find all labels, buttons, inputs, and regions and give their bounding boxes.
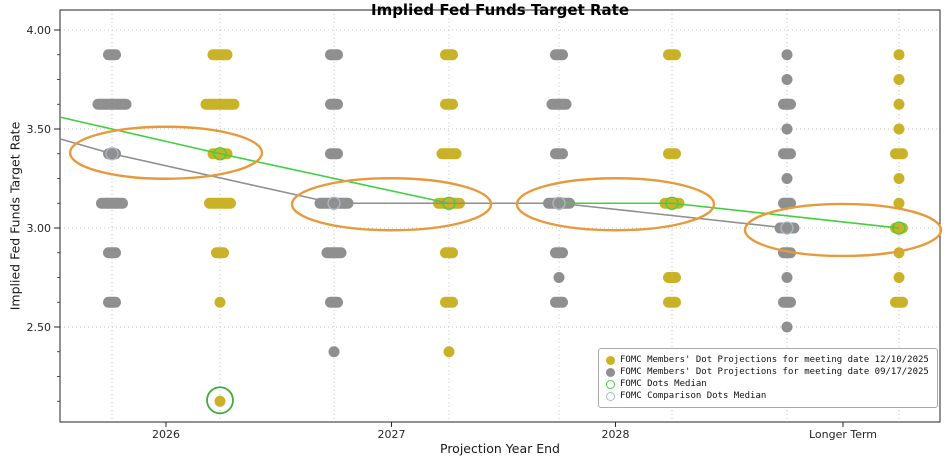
dot-cluster-ylt-2.625 xyxy=(890,296,908,308)
chart-title: Implied Fed Funds Target Rate xyxy=(370,1,630,19)
fomc-comparison-dots-median-line xyxy=(59,138,788,229)
legend-label: FOMC Members' Dot Projections for meetin… xyxy=(620,355,929,365)
dot-cluster-glt-3.25 xyxy=(781,173,793,184)
fomc-comparison-dots-median-marker xyxy=(327,196,341,210)
dot-cluster-g2027-2.625 xyxy=(325,296,343,308)
dot-cluster-g2026-2.625 xyxy=(103,296,121,308)
dot-cluster-glt-3.875 xyxy=(781,49,793,61)
dot-cluster-glt-3.75 xyxy=(781,74,793,85)
dot-cluster-y2028-2.75 xyxy=(663,272,681,283)
y-tick-label: 4.00 xyxy=(27,24,52,37)
dot-cluster-ylt-3.5 xyxy=(893,123,905,135)
dot-cluster-ylt-3.625 xyxy=(893,98,905,110)
dot-cluster-g2026-3.875 xyxy=(103,49,121,61)
dot-cluster-y2027-2.625 xyxy=(440,296,458,308)
dot-cluster-glt-3.5 xyxy=(781,123,793,135)
dot-cluster-g2028-3.375 xyxy=(550,148,568,160)
dot-cluster-glt-2.625 xyxy=(778,296,796,308)
highlight-ellipse xyxy=(290,177,493,232)
y-tick-label: 3.00 xyxy=(27,222,52,235)
dot-cluster-y2026-2.875 xyxy=(211,247,229,259)
fomc-comparison-dots-median-marker xyxy=(552,196,566,210)
legend-item-dots-1210: FOMC Members' Dot Projections for meetin… xyxy=(606,355,930,365)
highlight-circle xyxy=(206,386,234,415)
dot-cluster-g2027-2.875 xyxy=(321,247,347,259)
dot-cluster-g2027-2.375 xyxy=(328,346,340,358)
dot-cluster-y2028-3.875 xyxy=(663,49,681,61)
dot-cluster-g2028-2.75 xyxy=(553,272,565,283)
fomc-comparison-dots-median-marker xyxy=(780,221,794,235)
dot-cluster-y2026-2.125 xyxy=(214,395,226,407)
dot-cluster-y2026-2.625 xyxy=(214,296,226,308)
fomc-dots-median-marker xyxy=(213,147,227,161)
dot-cluster-y2026-3.625 xyxy=(200,98,240,110)
dot-cluster-glt-3.375 xyxy=(778,148,796,160)
dot-cluster-g2027-3.375 xyxy=(325,148,343,160)
x-axis-label: Projection Year End xyxy=(440,441,560,456)
dot-cluster-y2027-2.875 xyxy=(440,247,458,259)
legend-item-dots-0917: FOMC Members' Dot Projections for meetin… xyxy=(606,367,930,377)
dot-cluster-ylt-3.125 xyxy=(893,197,905,209)
dot-cluster-g2026-2.875 xyxy=(103,247,121,259)
x-tick-label: 2026 xyxy=(152,428,180,441)
dot-cluster-ylt-2.75 xyxy=(893,272,905,283)
dot-cluster-g2027-3.625 xyxy=(325,98,343,110)
plot-frame xyxy=(59,9,941,423)
dot-cluster-g2026-3.625 xyxy=(92,98,132,110)
filled-yellow-dot-icon xyxy=(606,355,615,365)
open-gray-circle-icon xyxy=(606,391,615,401)
highlight-ellipse xyxy=(68,125,264,180)
fomc-comparison-dots-median-marker xyxy=(105,147,119,161)
dot-cluster-g2026-3.125 xyxy=(96,197,128,209)
dot-cluster-g2028-2.875 xyxy=(550,247,568,259)
dot-cluster-y2027-3.375 xyxy=(436,148,462,160)
dot-cluster-y2026-3.875 xyxy=(207,49,233,61)
dot-cluster-y2028-2.625 xyxy=(663,296,681,308)
legend-item-dots-median: FOMC Dots Median xyxy=(606,379,930,389)
fomc-dots-median-marker xyxy=(892,221,906,235)
filled-gray-dot-icon xyxy=(606,367,615,377)
legend-item-comparison-median: FOMC Comparison Dots Median xyxy=(606,391,930,401)
dot-cluster-y2026-3.125 xyxy=(204,197,236,209)
legend-label: FOMC Comparison Dots Median xyxy=(620,391,767,401)
dot-cluster-ylt-3.75 xyxy=(893,74,905,85)
dot-cluster-ylt-3.25 xyxy=(893,173,905,184)
legend-label: FOMC Members' Dot Projections for meetin… xyxy=(620,367,929,377)
dot-cluster-ylt-3.375 xyxy=(890,148,908,160)
legend-label: FOMC Dots Median xyxy=(620,379,707,389)
y-tick-label: 3.50 xyxy=(27,123,52,136)
highlight-ellipse xyxy=(743,202,943,258)
x-tick-label: Longer Term xyxy=(809,428,877,441)
fomc-dots-median-marker xyxy=(665,196,679,210)
x-tick-label: 2027 xyxy=(378,428,406,441)
dot-cluster-ylt-3.875 xyxy=(893,49,905,61)
y-tick-label: 2.50 xyxy=(27,321,52,334)
open-green-circle-icon xyxy=(606,379,615,389)
dot-cluster-g2027-3.875 xyxy=(325,49,343,61)
highlight-ellipse xyxy=(515,177,716,232)
dot-cluster-glt-3.625 xyxy=(778,98,796,110)
dot-cluster-g2028-3.875 xyxy=(550,49,568,61)
dot-cluster-y2028-3.375 xyxy=(663,148,681,160)
dot-cluster-glt-2.5 xyxy=(781,321,793,333)
legend: FOMC Members' Dot Projections for meetin… xyxy=(598,348,938,408)
dot-cluster-glt-3.125 xyxy=(778,197,796,209)
y-axis-label: Implied Fed Funds Target Rate xyxy=(7,121,23,311)
dot-cluster-y2027-3.625 xyxy=(440,98,458,110)
dot-cluster-g2028-3.625 xyxy=(546,98,572,110)
dot-cluster-g2028-2.625 xyxy=(550,296,568,308)
dot-cluster-y2027-2.375 xyxy=(443,346,455,358)
dot-cluster-y2027-3.875 xyxy=(440,49,458,61)
dot-cluster-glt-2.75 xyxy=(781,272,793,283)
x-tick-label: 2028 xyxy=(602,428,630,441)
